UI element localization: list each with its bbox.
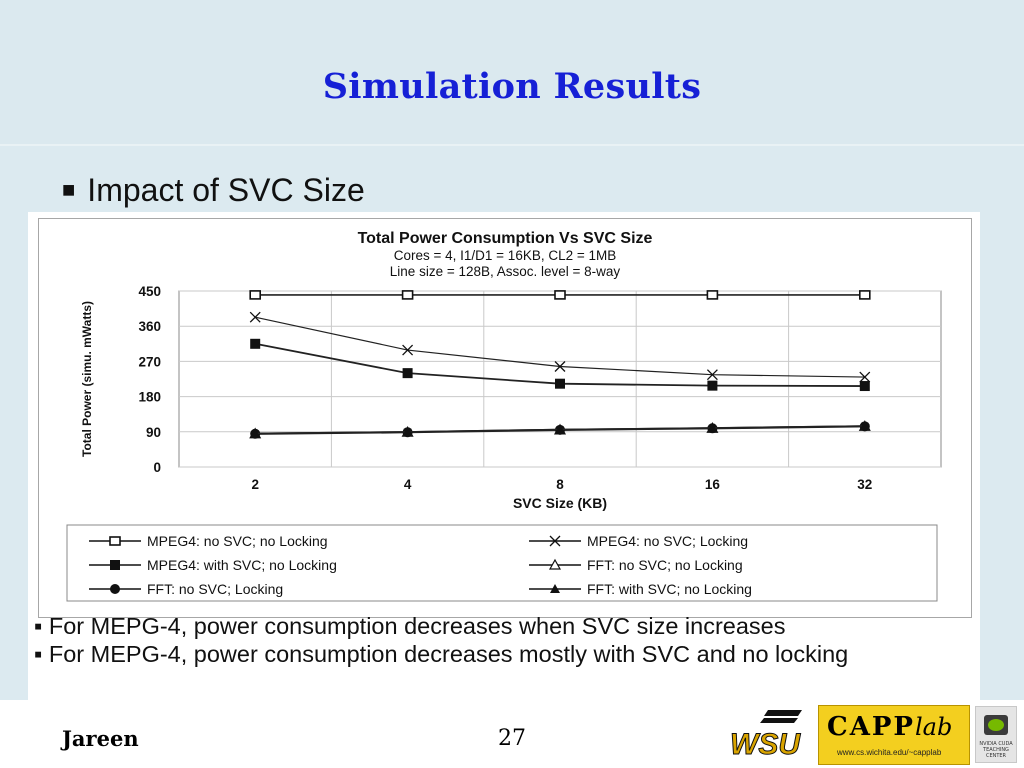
y-tick-label: 450 <box>138 284 161 299</box>
legend-marker <box>110 560 120 570</box>
data-point <box>859 381 870 392</box>
legend-marker <box>548 558 562 570</box>
x-tick-label: 8 <box>556 477 564 492</box>
data-point <box>859 420 870 430</box>
y-tick-label: 180 <box>138 390 161 405</box>
legend-label: FFT: no SVC; no Locking <box>587 557 743 573</box>
data-point <box>859 371 871 383</box>
line-chart: Total Power Consumption Vs SVC SizeCores… <box>66 230 942 602</box>
legend-label: MPEG4: no SVC; no Locking <box>147 533 328 549</box>
chart-title: Total Power Consumption Vs SVC Size <box>358 230 653 247</box>
chart-subtitle: Line size = 128B, Assoc. level = 8-way <box>390 264 621 279</box>
data-point <box>554 290 566 300</box>
capp-brand: CAPP <box>827 712 915 742</box>
x-tick-label: 4 <box>404 477 412 492</box>
x-axis-label: SVC Size (KB) <box>513 495 607 511</box>
data-point <box>250 428 261 438</box>
data-point <box>554 361 566 372</box>
legend-label: MPEG4: with SVC; no Locking <box>147 557 337 573</box>
title-band <box>0 0 1024 145</box>
y-tick-label: 360 <box>138 319 161 334</box>
x-tick-label: 2 <box>251 477 259 492</box>
data-point <box>555 378 565 389</box>
data-point <box>249 290 261 300</box>
data-point <box>555 424 565 434</box>
title-divider <box>0 144 1024 146</box>
chart-frame: Total Power Consumption Vs SVC Size Cores… <box>38 218 972 618</box>
x-tick-label: 16 <box>705 477 721 492</box>
page-number: 27 <box>498 726 526 751</box>
legend-marker <box>549 535 561 547</box>
data-point <box>249 311 261 323</box>
data-point <box>402 426 413 436</box>
capp-logo-text: CAPPlab <box>827 712 952 742</box>
data-point <box>858 290 871 300</box>
chart-subtitle: Cores = 4, I1/D1 = 16KB, CL2 = 1MB <box>394 248 617 263</box>
wsu-logo: WSU <box>730 710 802 760</box>
slide-title: Simulation Results <box>322 66 702 107</box>
capp-url: www.cs.wichita.edu/~capplab <box>837 748 942 757</box>
chart-figure: Total Power Consumption Vs SVC Size Cores… <box>28 212 980 702</box>
data-point <box>707 422 718 432</box>
bullet-item: ■ Impact of SVC Size <box>62 172 365 209</box>
note-line-1: ▪ For MEPG-4, power consumption decrease… <box>34 613 786 639</box>
legend-box <box>66 524 938 602</box>
bullet-text: Impact of SVC Size <box>87 172 365 208</box>
y-tick-label: 0 <box>153 460 161 475</box>
nvidia-logo-text: NVIDIA CUDA TEACHING CENTER <box>979 741 1013 759</box>
data-point <box>706 369 718 381</box>
legend-marker <box>550 584 560 593</box>
wsu-logo-text: WSU <box>730 728 801 760</box>
legend-label: FFT: with SVC; no Locking <box>587 581 752 597</box>
footer-author: Jareen <box>62 726 139 751</box>
square-bullet-icon: ■ <box>62 177 76 202</box>
data-point <box>250 338 261 349</box>
legend-marker <box>109 536 121 546</box>
x-tick-label: 32 <box>857 477 872 492</box>
nvidia-logo: NVIDIA CUDA TEACHING CENTER <box>975 706 1017 763</box>
notes: ▪ For MEPG-4, power consumption decrease… <box>34 612 979 668</box>
data-point <box>402 344 414 356</box>
data-point <box>402 368 413 379</box>
legend-label: MPEG4: no SVC; Locking <box>587 533 748 549</box>
y-axis-label: Total Power (simu. mWatts) <box>80 301 94 457</box>
data-point <box>401 290 414 300</box>
y-tick-label: 90 <box>146 425 161 440</box>
data-point <box>706 290 719 300</box>
y-tick-label: 270 <box>138 354 161 369</box>
capp-lab-word: lab <box>914 713 953 741</box>
legend-marker <box>110 584 120 594</box>
data-point <box>707 380 718 391</box>
legend-label: FFT: no SVC; Locking <box>147 581 283 597</box>
note-line-2: ▪ For MEPG-4, power consumption decrease… <box>34 641 849 667</box>
capp-lab-logo: CAPPlab www.cs.wichita.edu/~capplab <box>818 705 970 765</box>
nvidia-green-icon <box>988 719 1004 731</box>
